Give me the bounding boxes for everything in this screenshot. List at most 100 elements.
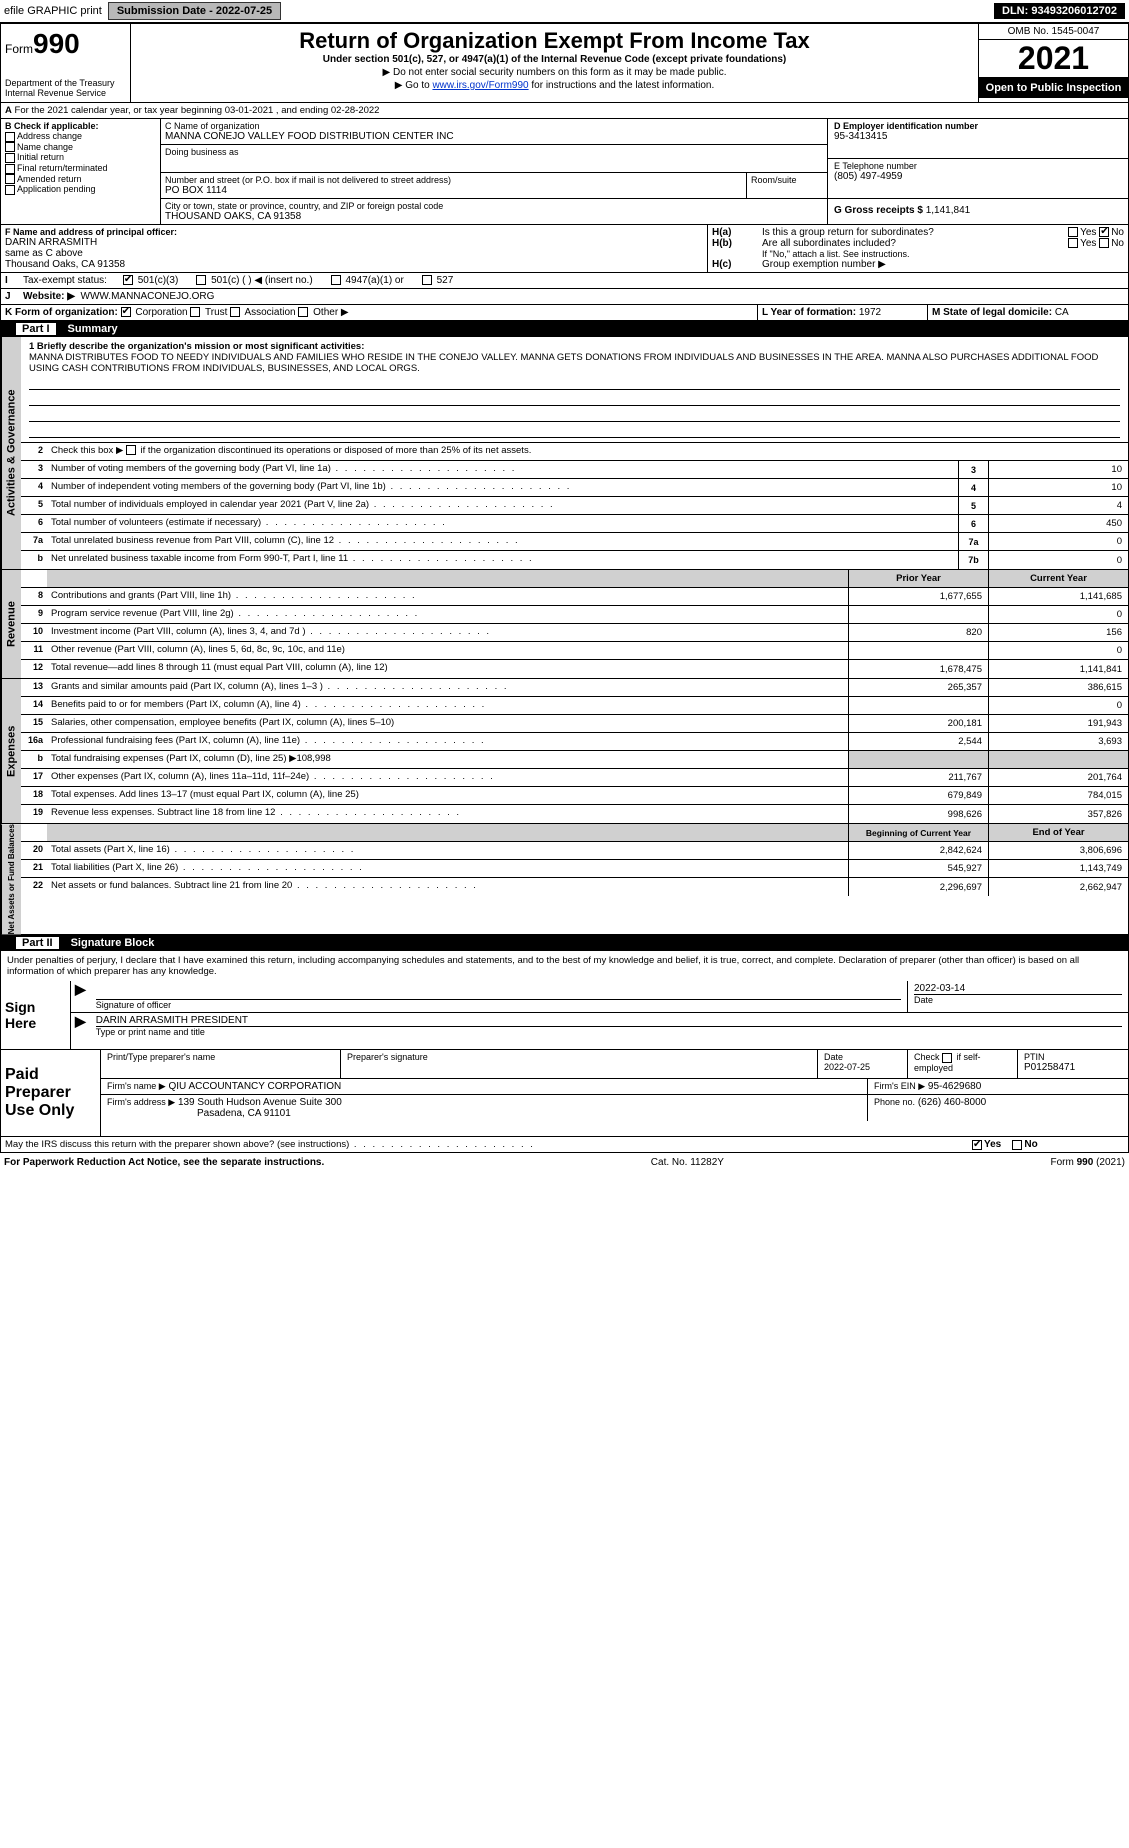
street-cell: Number and street (or P.O. box if mail i… [161,173,747,198]
b-opt-initial[interactable]: Initial return [5,152,156,163]
briefline-2 [29,392,1120,406]
firm-name-cell: Firm's name ▶ QIU ACCOUNTANCY CORPORATIO… [101,1079,868,1094]
sig-name-cell: DARIN ARRASMITH PRESIDENT Type or print … [90,1013,1128,1039]
l2-checkbox[interactable] [126,445,136,455]
m-block: M State of legal domicile: CA [928,305,1128,320]
department-label: Department of the Treasury Internal Reve… [5,78,126,98]
briefline-3 [29,408,1120,422]
l12-text: Total revenue—add lines 8 through 11 (mu… [47,660,848,678]
section-c: C Name of organization MANNA CONEJO VALL… [161,119,828,224]
note2-pre: ▶ Go to [395,80,433,91]
section-b: B Check if applicable: Address change Na… [1,119,161,224]
firm-addr1: 139 South Hudson Avenue Suite 300 [178,1097,342,1108]
topbar: efile GRAPHIC print Submission Date - 20… [0,0,1129,23]
submission-date-button[interactable]: Submission Date - 2022-07-25 [108,2,281,20]
l13-text: Grants and similar amounts paid (Part IX… [47,679,848,696]
c-city-block: City or town, state or province, country… [161,199,827,224]
b-opt-name[interactable]: Name change [5,142,156,153]
k-corp[interactable]: Corporation [121,307,188,318]
penalty-text: Under penalties of perjury, I declare th… [0,951,1129,981]
line-22: 22Net assets or fund balances. Subtract … [21,878,1128,896]
l7b-val: 0 [988,551,1128,569]
arrow-icon: ▶ [71,1013,90,1039]
phone-value: (805) 497-4959 [834,171,1122,182]
i-527[interactable]: 527 [422,275,453,286]
l21-end: 1,143,749 [988,860,1128,877]
firm-ein-label: Firm's EIN ▶ [874,1081,925,1091]
open-to-public: Open to Public Inspection [979,78,1128,98]
efile-label: efile GRAPHIC print [4,5,102,17]
hb-text: Are all subordinates included? [762,238,1068,249]
officer-city: Thousand Oaks, CA 91358 [5,259,703,270]
l4-text: Number of independent voting members of … [47,479,958,496]
form-number: Form990 [5,28,126,60]
officer-name: DARIN ARRASMITH [5,237,703,248]
l11-text: Other revenue (Part VIII, column (A), li… [47,642,848,659]
l19-text: Revenue less expenses. Subtract line 18 … [47,805,848,823]
g-block: G Gross receipts $ 1,141,841 [828,199,1128,222]
l-label: L Year of formation: [762,307,856,318]
line-16b: bTotal fundraising expenses (Part IX, co… [21,751,1128,769]
l18-prior: 679,849 [848,787,988,804]
l9-prior [848,606,988,623]
discuss-yesno[interactable]: Yes No [968,1137,1128,1152]
l19-prior: 998,626 [848,805,988,823]
foot-cat: Cat. No. 11282Y [651,1157,724,1168]
l11-prior [848,642,988,659]
l15-curr: 191,943 [988,715,1128,732]
i-501c[interactable]: 501(c) ( ) ◀ (insert no.) [196,275,312,286]
row-fh: F Name and address of principal officer:… [0,225,1129,273]
l19-curr: 357,826 [988,805,1128,823]
i-501c3[interactable]: 501(c)(3) [123,275,178,286]
l16b-curr [988,751,1128,768]
form-note-link: ▶ Go to www.irs.gov/Form990 for instruct… [139,80,970,91]
line-20: 20Total assets (Part X, line 16) 2,842,6… [21,842,1128,860]
k-assoc[interactable]: Association [230,307,295,318]
netassets-body: Beginning of Current Year End of Year 20… [21,824,1128,934]
expenses-body: 13Grants and similar amounts paid (Part … [21,679,1128,823]
row-bcdeg: B Check if applicable: Address change Na… [0,119,1129,225]
sidelabel-revenue: Revenue [1,570,21,678]
ptin-label: PTIN [1024,1052,1122,1062]
l5-val: 4 [988,497,1128,514]
note2-post: for instructions and the latest informat… [529,80,715,91]
l22-text: Net assets or fund balances. Subtract li… [47,878,848,896]
i-4947[interactable]: 4947(a)(1) or [331,275,404,286]
row-klm: K Form of organization: Corporation Trus… [0,305,1129,321]
ha-yesno[interactable]: Yes No [1068,227,1124,238]
b-opt-final[interactable]: Final return/terminated [5,163,156,174]
l11-curr: 0 [988,642,1128,659]
irs-link[interactable]: www.irs.gov/Form990 [432,80,528,91]
l8-curr: 1,141,685 [988,588,1128,605]
b-opt-address[interactable]: Address change [5,131,156,142]
sidelabel-expenses: Expenses [1,679,21,823]
k-trust[interactable]: Trust [190,307,227,318]
form-header: Form990 Department of the Treasury Inter… [0,23,1129,103]
website-value: WWW.MANNACONEJO.ORG [81,291,215,302]
l8-text: Contributions and grants (Part VIII, lin… [47,588,848,605]
form-number-big: 990 [33,28,80,59]
prep-check-cell[interactable]: Check if self-employed [908,1050,1018,1078]
firm-ein-value: 95-4629680 [928,1081,981,1092]
line-8: 8Contributions and grants (Part VIII, li… [21,588,1128,606]
revenue-body: Prior Year Current Year 8Contributions a… [21,570,1128,678]
hdr-beg: Beginning of Current Year [848,824,988,841]
part1-label: Part I [16,323,56,335]
b-opt-amended[interactable]: Amended return [5,174,156,185]
paid-row-2: Firm's name ▶ QIU ACCOUNTANCY CORPORATIO… [101,1079,1128,1095]
hb-yesno[interactable]: Yes No [1068,238,1124,249]
hc-row: H(c) Group exemption number ▶ [712,259,1124,270]
b-opt-pending[interactable]: Application pending [5,184,156,195]
l15-prior: 200,181 [848,715,988,732]
city-value: THOUSAND OAKS, CA 91358 [165,211,823,222]
firm-name-label: Firm's name ▶ [107,1081,166,1091]
sig-name-title: DARIN ARRASMITH PRESIDENT [96,1015,1122,1026]
paid-preparer-block: Paid Preparer Use Only Print/Type prepar… [0,1050,1129,1137]
k-block: K Form of organization: Corporation Trus… [1,305,758,320]
line-10: 10Investment income (Part VIII, column (… [21,624,1128,642]
section-activities: Activities & Governance 1 Briefly descri… [0,337,1129,570]
ha-text: Is this a group return for subordinates? [762,227,1068,238]
arrow-icon: ▶ [71,981,90,1012]
k-other[interactable]: Other ▶ [298,307,348,318]
part2-bar: Part II Signature Block [0,935,1129,951]
